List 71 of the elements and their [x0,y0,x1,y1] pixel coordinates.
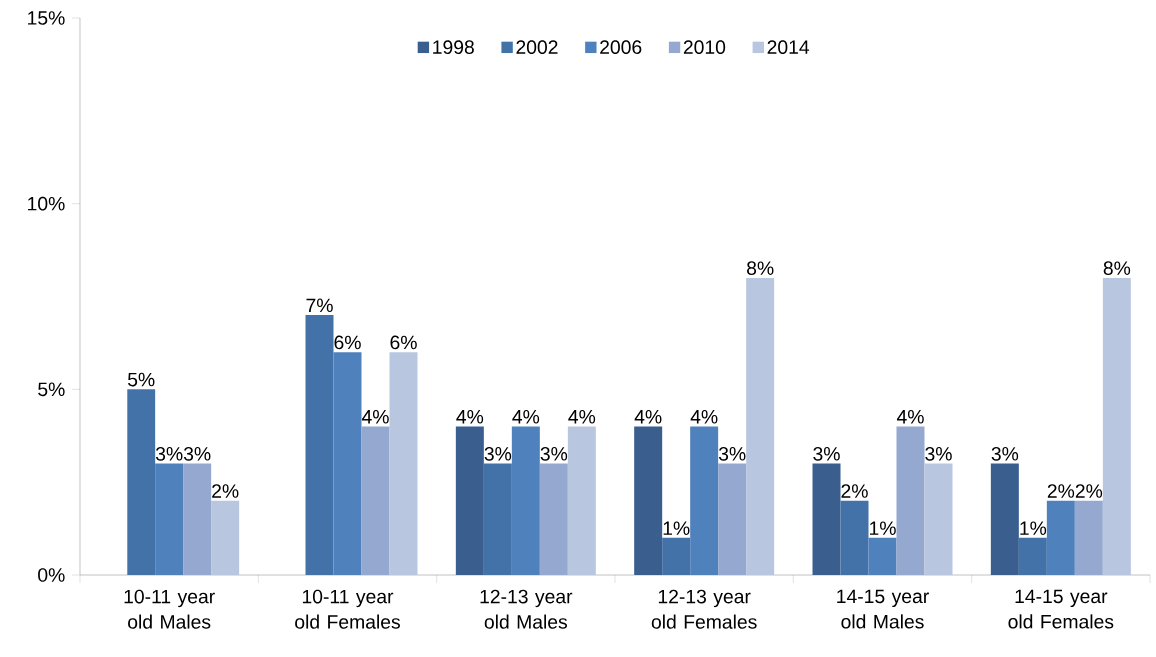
data-label: 3% [718,446,746,461]
bar [718,463,747,575]
data-label: 2% [1047,484,1075,498]
legend-label: 2002 [516,40,558,54]
data-label: 3% [155,446,183,461]
data-label: 1% [663,521,690,535]
bar [567,426,596,575]
data-label: 4% [512,409,540,424]
bar [840,500,869,575]
x-tick-label: 10-11 year old Females [295,589,400,629]
data-label: 3% [183,446,211,461]
bar [634,426,663,575]
legend-label: 2010 [683,40,726,54]
bar [812,463,841,575]
bar [211,500,240,575]
bar [924,463,953,575]
data-label: 8% [1103,261,1131,275]
legend-label: 2014 [767,40,810,54]
legend-label: 1998 [433,40,474,54]
data-label: 2% [1075,484,1103,498]
bar [511,426,540,575]
data-label: 4% [361,409,389,424]
bar [183,463,212,575]
bar [127,389,156,575]
bar [868,537,897,575]
data-label: 8% [747,261,774,275]
data-label: 3% [540,446,568,461]
legend-label: 2006 [600,40,642,54]
data-label: 6% [334,335,361,350]
bar [1102,277,1131,575]
bar [746,277,775,575]
bar [690,426,719,575]
bar [896,426,925,575]
data-label: 3% [925,446,952,461]
data-label: 2% [212,484,239,498]
data-label: 5% [127,372,155,387]
y-tick-label: 5% [38,382,65,397]
x-tick-label: 14-15 year old Males [837,589,929,629]
data-label: 3% [484,446,512,461]
data-label: 4% [634,409,662,424]
bar [1046,500,1075,575]
data-label: 4% [568,409,596,424]
data-label: 1% [1020,521,1047,535]
data-label: 4% [896,409,924,424]
x-tick-label: 10-11 year old Males [124,589,215,629]
y-tick-label: 0% [38,568,65,582]
data-label: 3% [813,446,840,461]
data-label: 1% [870,521,896,535]
bar [333,352,362,575]
bar [361,426,390,575]
bar [389,352,418,575]
bar [539,463,568,575]
data-label: 6% [390,335,417,350]
bar [1018,537,1047,575]
bar [455,426,484,575]
bar [990,463,1019,575]
y-tick-label: 10% [28,196,65,211]
x-tick-label: 14-15 year old Females [1008,589,1114,629]
data-label: 4% [690,409,718,424]
x-tick-label: 12-13 year old Females [651,589,757,629]
bar [1074,500,1103,575]
bar [155,463,184,575]
bar [662,537,691,575]
data-label: 4% [456,409,484,424]
data-label: 2% [841,484,868,498]
bar [305,315,334,575]
y-tick-label: 15% [28,11,65,25]
x-tick-label: 12-13 year old Males [480,589,573,629]
bar [483,463,512,575]
data-label: 7% [306,298,333,313]
data-label: 3% [991,446,1019,461]
